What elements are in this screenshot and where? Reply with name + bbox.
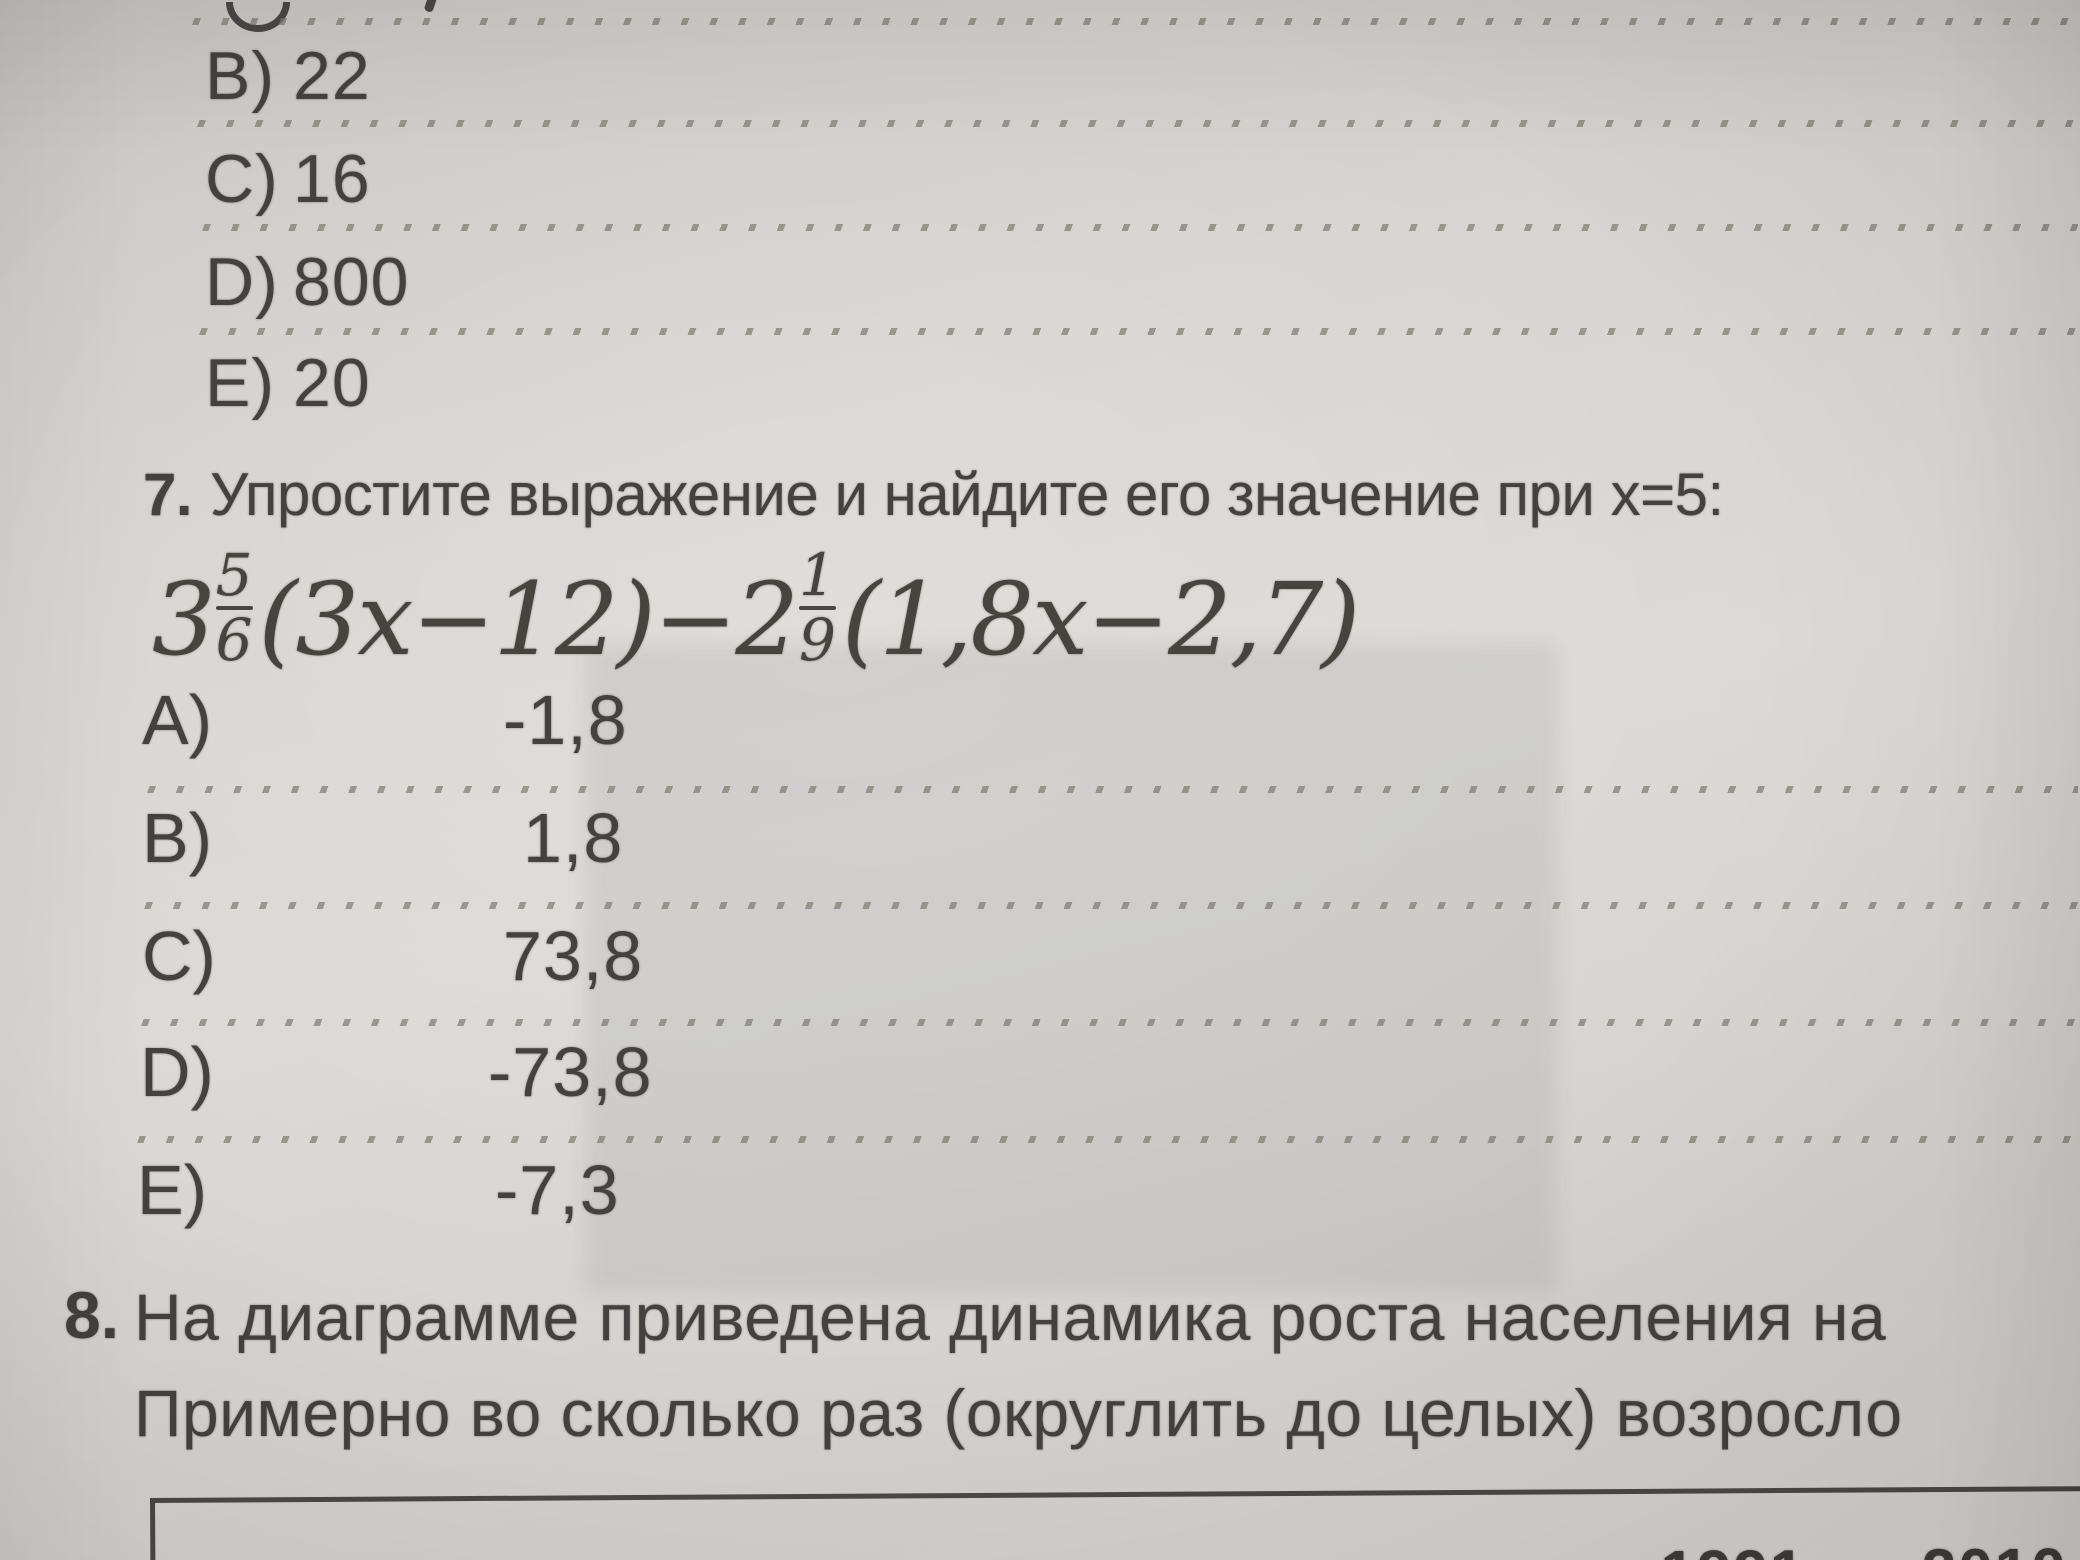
question-7-formula: 3 5 6 (3x−12) − 2 1 9 (1,8x−2,7) xyxy=(152,540,1360,678)
chart-frame: 1991 2010 xyxy=(150,1485,2080,1560)
partial-cutoff-glyph xyxy=(226,2,290,32)
option-value: 800 xyxy=(293,244,410,320)
option-label: E) xyxy=(205,345,275,421)
fraction-bar xyxy=(215,606,253,611)
formula-parenthetical: (3x−12) xyxy=(258,561,656,678)
option-row: C) 16 xyxy=(205,145,371,213)
question-8-line1: На диаграмме приведена динамика роста на… xyxy=(134,1280,1887,1354)
question-7-number: 7. xyxy=(143,461,193,528)
formula-fraction: 5 6 xyxy=(215,541,253,675)
dashed-separator xyxy=(192,328,2078,335)
fraction-bar xyxy=(799,606,836,611)
partial-cutoff-mark xyxy=(423,0,438,13)
option-value: 22 xyxy=(293,38,371,114)
formula-parenthetical: (1,8x−2,7) xyxy=(841,561,1360,678)
fraction-numerator: 5 xyxy=(215,541,253,609)
chart-partial-years: 1991 2010 xyxy=(1660,1535,2068,1560)
dashed-separator xyxy=(190,120,2078,127)
option-value: -7,3 xyxy=(495,1151,620,1229)
page-shadow-overlay xyxy=(585,645,1557,1293)
option-label: C) xyxy=(205,141,279,217)
dashed-separator xyxy=(137,902,2078,909)
dashed-separator xyxy=(134,1019,2078,1026)
option-value: 73,8 xyxy=(503,917,644,995)
formula-whole-number: 3 xyxy=(152,561,216,678)
dashed-separator xyxy=(185,18,2078,25)
option-label: C) xyxy=(142,917,216,995)
question-7-title: 7. Упростите выражение и найдите его знач… xyxy=(143,465,1724,525)
option-value: -73,8 xyxy=(488,1033,653,1111)
option-row: B) 22 xyxy=(205,42,371,110)
option-value: 16 xyxy=(293,141,371,217)
option-label: D) xyxy=(205,244,279,320)
option-label: B) xyxy=(142,799,212,877)
question-7-text: Упростите выражение и найдите его значен… xyxy=(210,461,1724,528)
fraction-denominator: 6 xyxy=(215,606,253,675)
fraction-numerator: 1 xyxy=(799,541,836,609)
formula-minus: − xyxy=(653,561,738,678)
option-label: E) xyxy=(137,1151,207,1229)
dashed-separator xyxy=(130,1136,2078,1143)
option-label: A) xyxy=(142,681,212,759)
dashed-separator xyxy=(140,786,2078,793)
dashed-separator xyxy=(195,224,2078,231)
option-label: D) xyxy=(140,1033,214,1111)
option-value: -1,8 xyxy=(503,681,628,759)
formula-fraction: 1 9 xyxy=(799,541,836,675)
option-value: 20 xyxy=(293,345,371,421)
fraction-denominator: 9 xyxy=(799,606,836,675)
option-row: E) 20 xyxy=(205,349,371,417)
option-label: B) xyxy=(205,38,275,114)
option-row: D) 800 xyxy=(205,248,409,316)
question-8-number: 8. xyxy=(64,1278,120,1352)
option-value: 1,8 xyxy=(523,799,624,877)
question-8-line2: Примерно во сколько раз (округлить до це… xyxy=(134,1376,1903,1450)
formula-whole-number: 2 xyxy=(735,561,799,678)
